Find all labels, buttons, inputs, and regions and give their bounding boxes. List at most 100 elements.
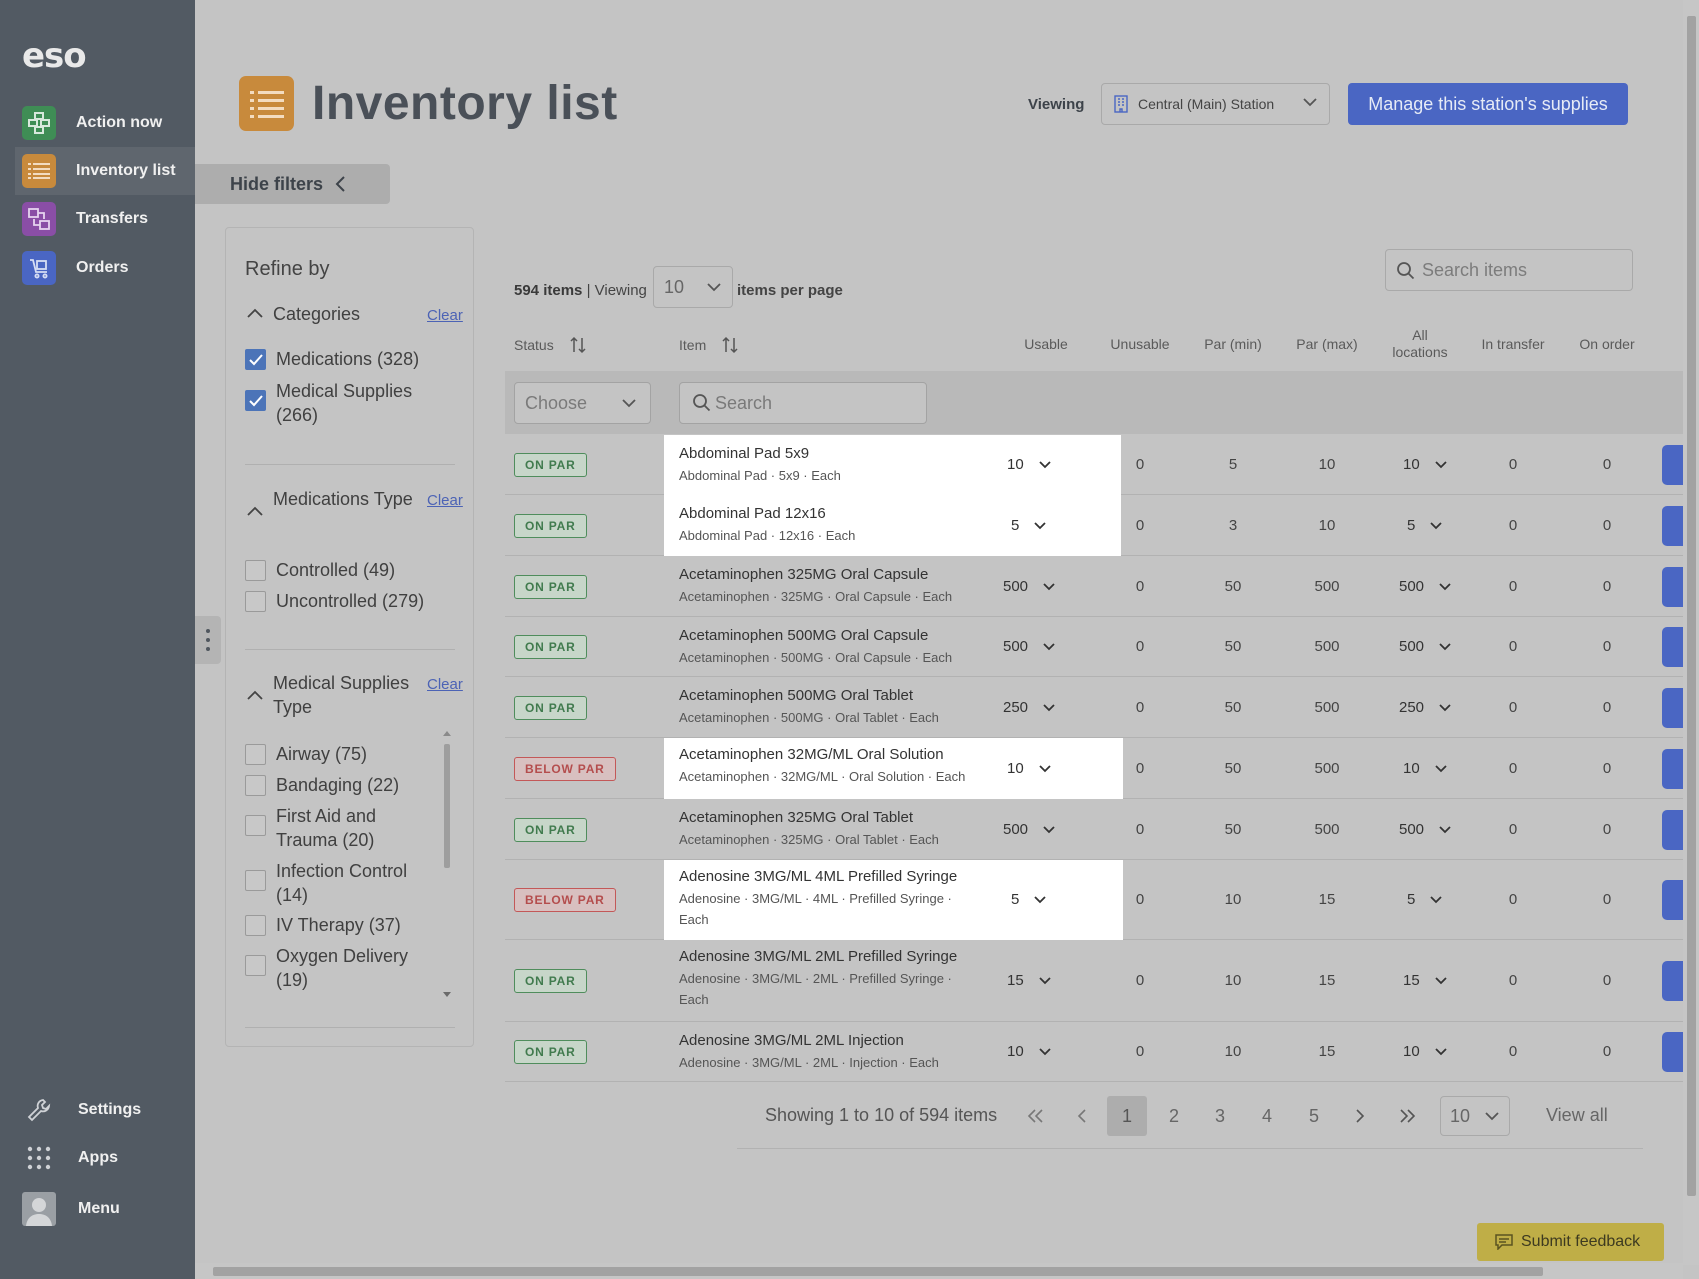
clear-categories-link[interactable]: Clear: [427, 307, 463, 324]
view-all-link[interactable]: View all: [1546, 1105, 1608, 1125]
page-button[interactable]: 4: [1261, 1105, 1272, 1126]
checkbox-checked[interactable]: [245, 349, 266, 370]
panel-resize-handle[interactable]: [195, 616, 221, 664]
usable-dropdown[interactable]: 15: [1007, 972, 1051, 989]
sort-icon[interactable]: [570, 336, 586, 354]
horizontal-scrollbar[interactable]: [195, 1263, 1683, 1279]
last-page-button[interactable]: [1387, 1096, 1427, 1136]
checkbox[interactable]: [245, 955, 266, 976]
chevron-up-icon[interactable]: [246, 306, 264, 324]
checkbox[interactable]: [245, 775, 266, 796]
page-button[interactable]: 2: [1168, 1105, 1179, 1126]
column-header-item[interactable]: Item: [679, 336, 738, 354]
filter-option-airway[interactable]: Airway (75): [245, 742, 367, 766]
checkbox[interactable]: [245, 915, 266, 936]
per-page-select[interactable]: 10: [653, 266, 733, 308]
item-name[interactable]: Adenosine 3MG/ML 2ML Injection: [679, 1032, 904, 1049]
sort-icon[interactable]: [722, 336, 738, 354]
filter-scrollbar[interactable]: [441, 730, 453, 998]
nav-inventory-list[interactable]: Inventory list: [15, 147, 195, 195]
previous-page-button[interactable]: [1062, 1096, 1102, 1136]
all-locations-dropdown[interactable]: 250: [1399, 699, 1451, 716]
page-button[interactable]: 1: [1107, 1096, 1147, 1136]
filter-option-infection-control[interactable]: Infection Control (14): [245, 859, 435, 907]
filter-option-medical-supplies[interactable]: Medical Supplies (266): [245, 379, 435, 427]
checkbox[interactable]: [245, 870, 266, 891]
table-row[interactable]: BELOW PAR Acetaminophen 32MG/ML Oral Solu…: [505, 738, 1692, 799]
checkbox[interactable]: [245, 560, 266, 581]
status-filter-select[interactable]: Choose: [514, 382, 651, 424]
item-name[interactable]: Acetaminophen 325MG Oral Capsule: [679, 566, 929, 583]
checkbox-checked[interactable]: [245, 390, 266, 411]
manage-supplies-button[interactable]: Manage this station's supplies: [1348, 83, 1628, 125]
item-name[interactable]: Adenosine 3MG/ML 4ML Prefilled Syringe: [679, 868, 958, 885]
clear-medical-supplies-type-link[interactable]: Clear: [427, 676, 463, 693]
hide-filters-button[interactable]: Hide filters: [195, 164, 390, 204]
filter-option-iv-therapy[interactable]: IV Therapy (37): [245, 913, 401, 937]
next-page-button[interactable]: [1340, 1096, 1380, 1136]
table-row[interactable]: ON PAR Acetaminophen 325MG Oral Capsule Ac…: [505, 556, 1692, 617]
filter-option-medications[interactable]: Medications (328): [245, 347, 419, 371]
table-row[interactable]: ON PAR Acetaminophen 500MG Oral Capsule Ac…: [505, 617, 1692, 677]
checkbox[interactable]: [245, 744, 266, 765]
vertical-scrollbar[interactable]: [1683, 0, 1699, 1265]
usable-dropdown[interactable]: 500: [1003, 578, 1055, 595]
filter-option-controlled[interactable]: Controlled (49): [245, 558, 395, 582]
all-locations-dropdown[interactable]: 500: [1399, 638, 1451, 655]
nav-apps[interactable]: Apps: [22, 1146, 118, 1170]
page-button[interactable]: 5: [1308, 1105, 1319, 1126]
page-button[interactable]: 3: [1214, 1105, 1225, 1126]
station-select[interactable]: Central (Main) Station: [1101, 83, 1330, 125]
usable-dropdown[interactable]: 5: [1011, 891, 1046, 908]
filter-option-bandaging[interactable]: Bandaging (22): [245, 773, 399, 797]
table-row[interactable]: ON PAR Adenosine 3MG/ML 2ML Prefilled Syr…: [505, 940, 1692, 1022]
table-row[interactable]: ON PAR Abdominal Pad 5x9 Abdominal Pad · 5…: [505, 435, 1692, 495]
item-name[interactable]: Adenosine 3MG/ML 2ML Prefilled Syringe: [679, 948, 958, 965]
table-row[interactable]: ON PAR Abdominal Pad 12x16 Abdominal Pad ·…: [505, 495, 1692, 556]
chevron-up-icon[interactable]: [246, 504, 264, 522]
all-locations-dropdown[interactable]: 500: [1399, 821, 1451, 838]
table-row[interactable]: BELOW PAR Adenosine 3MG/ML 4ML Prefilled …: [505, 860, 1692, 940]
nav-settings[interactable]: Settings: [22, 1097, 141, 1123]
all-locations-dropdown[interactable]: 5: [1407, 517, 1442, 534]
scrollbar-thumb[interactable]: [1687, 16, 1696, 1196]
filter-option-oxygen-delivery[interactable]: Oxygen Delivery (19): [245, 944, 435, 992]
first-page-button[interactable]: [1016, 1096, 1056, 1136]
nav-action-now[interactable]: Action now: [15, 99, 195, 147]
usable-dropdown[interactable]: 10: [1007, 1043, 1051, 1060]
nav-transfers[interactable]: Transfers: [15, 195, 195, 243]
all-locations-dropdown[interactable]: 10: [1403, 760, 1447, 777]
all-locations-dropdown[interactable]: 10: [1403, 456, 1447, 473]
chevron-up-icon[interactable]: [246, 688, 264, 706]
all-locations-dropdown[interactable]: 10: [1403, 1043, 1447, 1060]
all-locations-dropdown[interactable]: 15: [1403, 972, 1447, 989]
item-search-input[interactable]: Search: [679, 382, 927, 424]
checkbox[interactable]: [245, 815, 266, 836]
page-size-select[interactable]: 10: [1440, 1096, 1510, 1136]
column-header-status[interactable]: Status: [514, 336, 586, 354]
filter-option-uncontrolled[interactable]: Uncontrolled (279): [245, 589, 424, 613]
usable-dropdown[interactable]: 10: [1007, 760, 1051, 777]
item-name[interactable]: Acetaminophen 32MG/ML Oral Solution: [679, 746, 944, 763]
usable-dropdown[interactable]: 500: [1003, 638, 1055, 655]
usable-dropdown[interactable]: 10: [1007, 456, 1051, 473]
nav-menu[interactable]: Menu: [22, 1192, 120, 1226]
item-name[interactable]: Acetaminophen 500MG Oral Capsule: [679, 627, 929, 644]
filter-option-first-aid[interactable]: First Aid and Trauma (20): [245, 804, 415, 852]
all-locations-dropdown[interactable]: 5: [1407, 891, 1442, 908]
submit-feedback-button[interactable]: Submit feedback: [1477, 1223, 1664, 1261]
all-locations-dropdown[interactable]: 500: [1399, 578, 1451, 595]
scrollbar-thumb[interactable]: [444, 744, 450, 868]
checkbox[interactable]: [245, 591, 266, 612]
usable-dropdown[interactable]: 500: [1003, 821, 1055, 838]
table-row[interactable]: ON PAR Adenosine 3MG/ML 2ML Injection Aden…: [505, 1022, 1692, 1082]
usable-dropdown[interactable]: 250: [1003, 699, 1055, 716]
item-name[interactable]: Acetaminophen 500MG Oral Tablet: [679, 687, 914, 704]
table-row[interactable]: ON PAR Acetaminophen 500MG Oral Tablet Ace…: [505, 677, 1692, 738]
item-name[interactable]: Abdominal Pad 12x16: [679, 505, 826, 522]
table-row[interactable]: ON PAR Acetaminophen 325MG Oral Tablet Ace…: [505, 799, 1692, 860]
clear-medications-type-link[interactable]: Clear: [427, 492, 463, 509]
scrollbar-thumb[interactable]: [213, 1267, 1543, 1276]
item-name[interactable]: Acetaminophen 325MG Oral Tablet: [679, 809, 914, 826]
item-name[interactable]: Abdominal Pad 5x9: [679, 445, 810, 462]
